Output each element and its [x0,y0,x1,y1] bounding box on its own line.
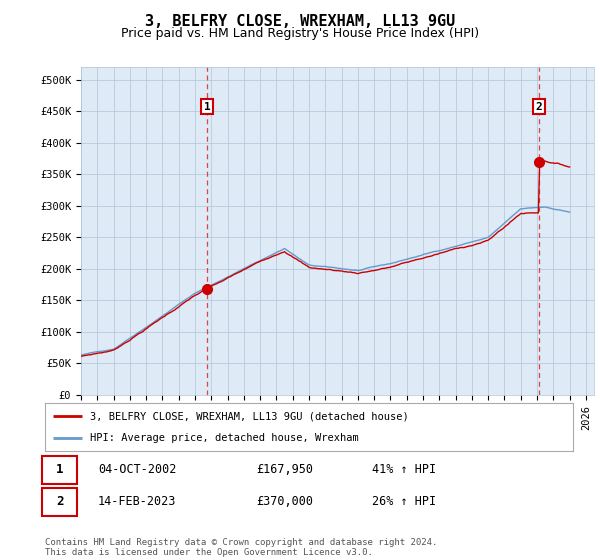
FancyBboxPatch shape [43,488,77,516]
Text: 26% ↑ HPI: 26% ↑ HPI [373,496,436,508]
Text: 2: 2 [536,101,542,111]
Text: 1: 1 [56,463,64,476]
Text: 04-OCT-2002: 04-OCT-2002 [98,463,176,476]
Text: 3, BELFRY CLOSE, WREXHAM, LL13 9GU: 3, BELFRY CLOSE, WREXHAM, LL13 9GU [145,14,455,29]
Text: 3, BELFRY CLOSE, WREXHAM, LL13 9GU (detached house): 3, BELFRY CLOSE, WREXHAM, LL13 9GU (deta… [90,411,409,421]
Text: 1: 1 [204,101,211,111]
Text: £370,000: £370,000 [256,496,313,508]
Text: Price paid vs. HM Land Registry's House Price Index (HPI): Price paid vs. HM Land Registry's House … [121,27,479,40]
Text: 2: 2 [56,496,64,508]
Text: 41% ↑ HPI: 41% ↑ HPI [373,463,436,476]
Text: 14-FEB-2023: 14-FEB-2023 [98,496,176,508]
Text: £167,950: £167,950 [256,463,313,476]
Text: HPI: Average price, detached house, Wrexham: HPI: Average price, detached house, Wrex… [90,433,359,443]
FancyBboxPatch shape [43,455,77,484]
Text: Contains HM Land Registry data © Crown copyright and database right 2024.
This d: Contains HM Land Registry data © Crown c… [45,538,437,557]
